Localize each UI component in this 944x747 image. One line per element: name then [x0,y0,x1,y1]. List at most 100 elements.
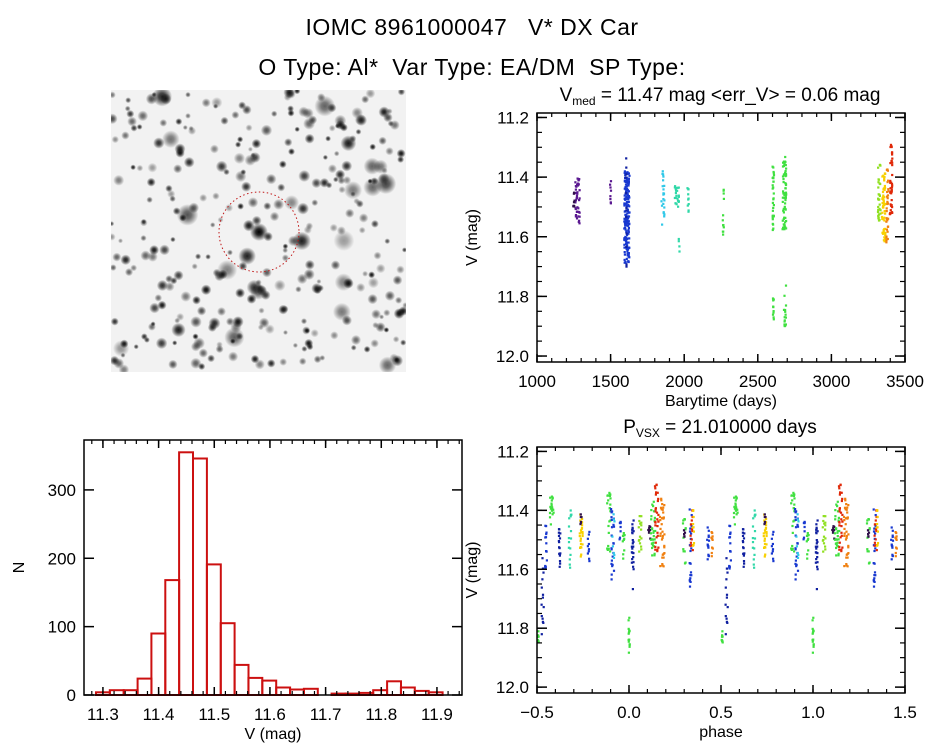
star [384,290,396,301]
data-point [791,531,794,534]
data-point [626,189,629,192]
data-point [883,179,886,182]
data-point [881,202,884,205]
data-point [689,580,692,583]
data-point [887,179,890,182]
data-point [895,535,898,538]
data-point [846,517,849,520]
star [278,160,287,169]
data-point [771,550,774,553]
histogram-chart: 11.3 11.4 11.5 11.6 11.7 11.8 11.9 0 100 200 300 V … [11,439,463,743]
data-point [742,565,745,568]
star [327,103,337,113]
data-point [772,310,775,313]
data-point [581,524,584,527]
data-point [656,499,659,503]
data-point [877,181,880,184]
star [212,192,220,200]
data-point [771,313,775,316]
x-tick-label: 11.5 [198,705,230,724]
star [283,330,288,335]
data-point [891,164,894,167]
star [279,358,288,366]
data-point [725,620,728,623]
page-title: IOMC 8961000047 V* DX Car [305,14,639,40]
data-point [873,577,876,580]
data-point [659,565,662,568]
star [125,97,132,104]
data-point [640,528,643,531]
data-point [626,180,629,183]
data-point [874,574,877,577]
data-point [867,518,870,521]
x-axis-label: phase [699,724,743,741]
data-point [613,553,616,557]
data-point [884,172,887,175]
data-point [889,162,892,165]
data-point [835,542,838,545]
data-point [545,532,548,536]
data-point [576,192,579,195]
data-point [559,532,562,535]
star [371,309,382,320]
data-point [883,196,886,199]
data-point [663,504,666,507]
data-point [815,539,818,542]
data-point [649,532,652,535]
star [367,293,378,305]
data-point [649,537,652,540]
data-point [618,536,622,539]
data-point [660,517,663,520]
data-point [690,519,693,522]
data-point [824,545,827,548]
star [124,105,131,112]
data-point [624,239,628,243]
data-point [626,234,629,237]
star [401,247,406,253]
data-point [706,558,709,561]
data-point [624,218,627,221]
data-point [610,559,613,562]
data-point [891,545,894,548]
data-point [886,237,889,241]
x-tick-label: 0.5 [709,703,733,722]
data-point [845,563,848,566]
data-point [824,548,827,551]
data-point [783,197,786,200]
star [325,135,331,142]
star [220,116,229,125]
data-point [832,530,835,533]
data-point [627,627,630,630]
data-point [816,556,819,559]
data-point [792,494,795,497]
data-point [579,513,582,516]
star [187,126,197,135]
data-point [843,565,846,568]
star [111,91,116,99]
x-tick-label: 11.7 [310,705,342,724]
data-point [628,645,631,648]
data-point [782,192,785,195]
x-tick-label: 11.8 [365,705,397,724]
data-point [637,526,640,529]
star [400,339,406,346]
star [209,144,219,154]
data-point [541,578,544,581]
data-point [763,545,766,549]
data-point [640,548,643,551]
data-point [612,556,616,559]
data-point [654,541,657,544]
data-point [640,524,643,527]
data-point [624,176,627,179]
data-point [872,508,875,511]
y-tick-label: 11.2 [497,442,529,461]
histogram-bar [275,686,292,696]
data-point [542,606,545,609]
data-point [586,537,589,540]
title-subscript: VSX [635,426,660,440]
data-point [661,530,664,533]
data-point [684,527,687,530]
data-point [879,164,882,167]
data-point [625,189,628,192]
data-point [878,213,881,216]
